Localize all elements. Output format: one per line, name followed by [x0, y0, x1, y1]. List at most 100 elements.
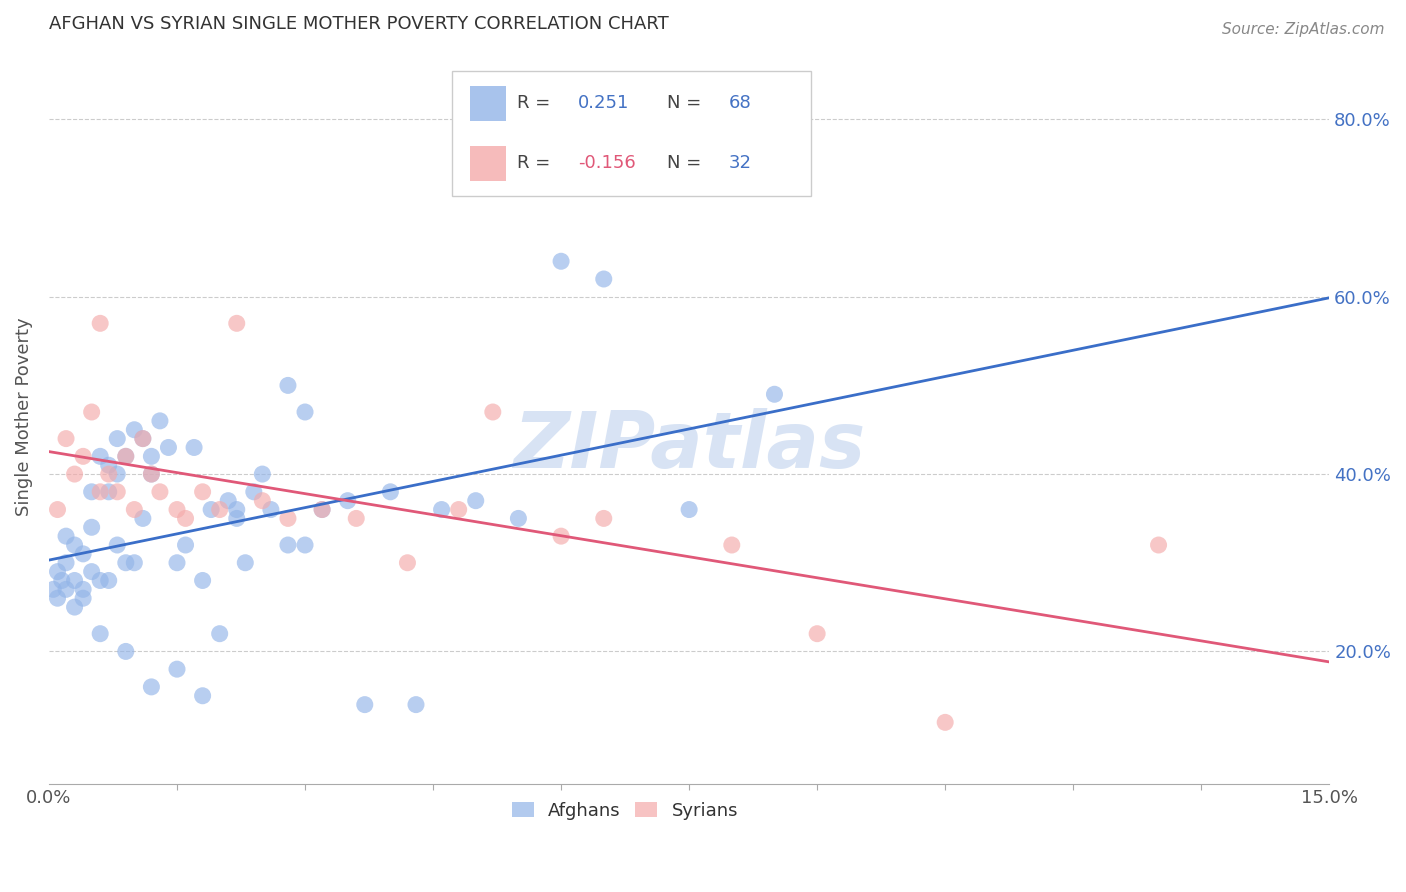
Point [208, 626, 231, 640]
Point [124, 502, 146, 516]
Point [336, 493, 359, 508]
Point [97, 458, 120, 473]
Point [97, 467, 120, 481]
Point [105, 432, 128, 446]
Point [277, 378, 299, 392]
Legend: Afghans, Syrians: Afghans, Syrians [505, 795, 745, 827]
Point [132, 511, 155, 525]
Point [89, 574, 111, 588]
Point [225, 511, 247, 525]
Point [550, 254, 572, 268]
Point [141, 467, 163, 481]
Point [42, 582, 65, 597]
Point [63, 538, 86, 552]
Point [80, 405, 103, 419]
Point [141, 450, 163, 464]
Point [482, 405, 505, 419]
Point [592, 511, 614, 525]
Point [80, 484, 103, 499]
Text: Source: ZipAtlas.com: Source: ZipAtlas.com [1222, 22, 1385, 37]
Point [89, 316, 111, 330]
Point [396, 556, 419, 570]
Point [191, 574, 214, 588]
Point [55, 432, 77, 446]
Point [72, 547, 94, 561]
Point [217, 493, 239, 508]
Point [191, 484, 214, 499]
Point [166, 502, 188, 516]
Text: ZIPatlas: ZIPatlas [513, 408, 865, 483]
Point [63, 467, 86, 481]
Point [72, 591, 94, 606]
Point [105, 467, 128, 481]
Point [174, 511, 197, 525]
Point [97, 574, 120, 588]
Point [124, 556, 146, 570]
Point [934, 715, 956, 730]
Point [344, 511, 367, 525]
Point [353, 698, 375, 712]
Point [678, 502, 700, 516]
Point [46, 502, 69, 516]
Point [141, 680, 163, 694]
Point [89, 484, 111, 499]
Text: AFGHAN VS SYRIAN SINGLE MOTHER POVERTY CORRELATION CHART: AFGHAN VS SYRIAN SINGLE MOTHER POVERTY C… [49, 15, 669, 33]
Point [311, 502, 333, 516]
Point [592, 272, 614, 286]
Point [508, 511, 530, 525]
Point [89, 450, 111, 464]
Point [174, 538, 197, 552]
Point [157, 441, 180, 455]
Point [132, 432, 155, 446]
Point [183, 441, 205, 455]
Point [1147, 538, 1170, 552]
Point [806, 626, 828, 640]
Point [277, 538, 299, 552]
Point [72, 450, 94, 464]
Point [200, 502, 222, 516]
Point [46, 591, 69, 606]
Point [46, 565, 69, 579]
Point [51, 574, 73, 588]
Point [114, 556, 136, 570]
Point [405, 698, 427, 712]
Point [763, 387, 786, 401]
Point [55, 529, 77, 543]
Point [225, 316, 247, 330]
Point [166, 556, 188, 570]
Point [550, 529, 572, 543]
Y-axis label: Single Mother Poverty: Single Mother Poverty [15, 318, 32, 516]
Point [311, 502, 333, 516]
Point [141, 467, 163, 481]
Point [260, 502, 283, 516]
Point [72, 582, 94, 597]
Point [277, 511, 299, 525]
Point [105, 538, 128, 552]
Point [233, 556, 256, 570]
Point [166, 662, 188, 676]
Point [252, 493, 274, 508]
Point [294, 405, 316, 419]
Point [89, 626, 111, 640]
Point [430, 502, 453, 516]
Point [55, 556, 77, 570]
Point [63, 600, 86, 615]
Point [464, 493, 486, 508]
Point [720, 538, 742, 552]
Point [380, 484, 402, 499]
Point [55, 582, 77, 597]
Point [80, 520, 103, 534]
Point [294, 538, 316, 552]
Point [114, 644, 136, 658]
Point [447, 502, 470, 516]
Point [149, 414, 172, 428]
Point [80, 565, 103, 579]
Point [191, 689, 214, 703]
Point [124, 423, 146, 437]
Point [132, 432, 155, 446]
Point [243, 484, 266, 499]
Point [225, 502, 247, 516]
Point [97, 484, 120, 499]
Point [252, 467, 274, 481]
Point [105, 484, 128, 499]
